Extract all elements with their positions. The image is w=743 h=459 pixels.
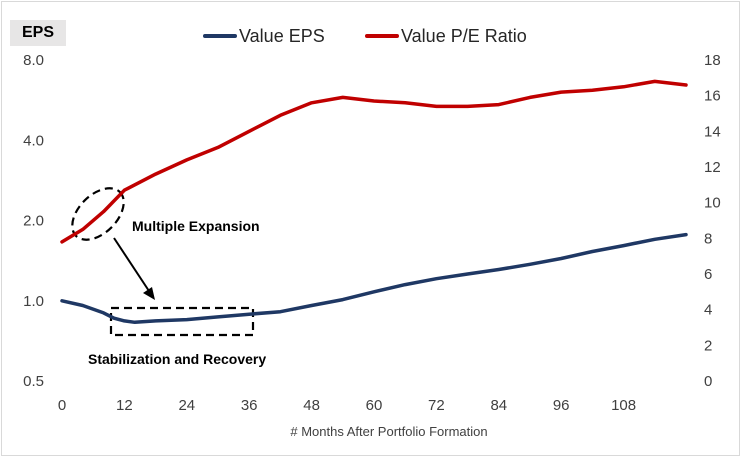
y-right-tick-label: 4 — [704, 302, 712, 319]
annotation-arrow-head — [143, 287, 155, 300]
y-right-tick-label: 0 — [704, 373, 712, 390]
y-left-tick-label: 4.0 — [23, 132, 44, 149]
y-left-tick-label: 1.0 — [23, 293, 44, 310]
y-left-tick-label: 0.5 — [23, 373, 44, 390]
y-left-tick-label: 2.0 — [23, 213, 44, 230]
y-right-tick-label: 2 — [704, 337, 712, 354]
multiple-expansion-ellipse — [71, 187, 125, 241]
x-tick-label: 24 — [178, 397, 195, 414]
legend-label-value-eps: Value EPS — [239, 25, 325, 46]
x-tick-label: 12 — [116, 397, 133, 414]
legend: Value EPS Value P/E Ratio — [0, 24, 743, 48]
x-tick-label: 72 — [428, 397, 445, 414]
x-tick-label: 84 — [490, 397, 507, 414]
y-right-tick-label: 14 — [704, 123, 721, 140]
series-line-value-p-e-ratio — [60, 79, 688, 244]
legend-swatch-value-pe — [365, 34, 399, 38]
legend-item-value-pe: Value P/E Ratio — [365, 24, 527, 48]
annotation-stabilization-recovery: Stabilization and Recovery — [88, 351, 266, 367]
y-right-tick-label: 12 — [704, 159, 721, 176]
y-right-tick-label: 8 — [704, 230, 712, 247]
y-right-tick-label: 6 — [704, 266, 712, 283]
eps-axis-label-box: EPS — [10, 20, 66, 46]
y-left-tick-label: 8.0 — [23, 52, 44, 69]
eps-axis-label: EPS — [21, 24, 54, 41]
x-tick-label: 48 — [303, 397, 320, 414]
legend-item-value-eps: Value EPS — [203, 24, 325, 48]
x-tick-label: 60 — [366, 397, 383, 414]
y-right-tick-label: 18 — [704, 52, 721, 69]
x-tick-label: 108 — [611, 397, 636, 414]
legend-label-value-pe: Value P/E Ratio — [401, 25, 527, 46]
x-axis-title: # Months After Portfolio Formation — [290, 424, 487, 439]
annotation-arrow-line — [113, 237, 150, 292]
x-tick-label: 36 — [241, 397, 258, 414]
x-tick-label: 96 — [553, 397, 570, 414]
annotation-multiple-expansion: Multiple Expansion — [132, 218, 260, 234]
x-tick-label: 0 — [58, 397, 66, 414]
stabilization-box — [109, 306, 255, 337]
y-right-tick-label: 16 — [704, 88, 721, 105]
legend-swatch-value-eps — [203, 34, 237, 38]
series-line-value-eps — [60, 232, 688, 325]
y-right-tick-label: 10 — [704, 195, 721, 212]
